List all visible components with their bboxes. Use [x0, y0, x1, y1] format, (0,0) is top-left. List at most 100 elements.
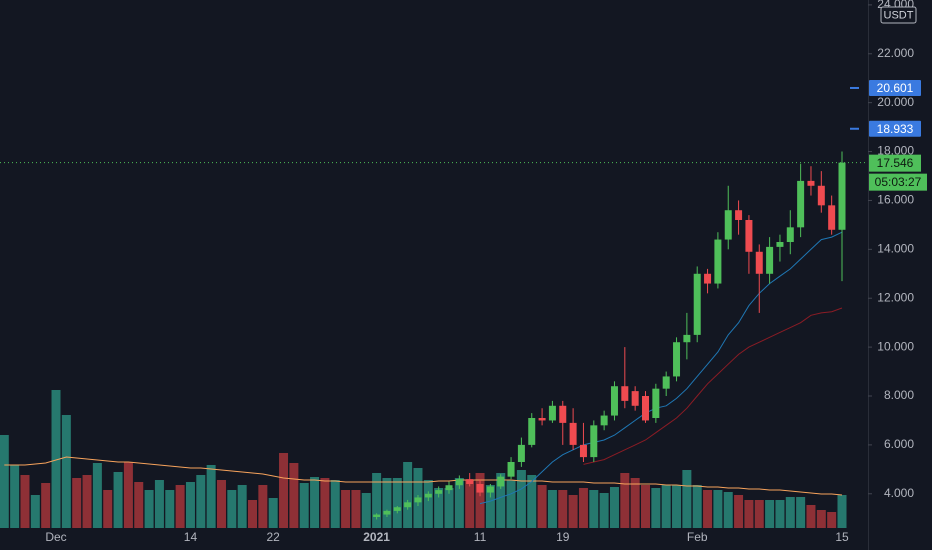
- volume-bar: [20, 475, 30, 528]
- volume-bar: [651, 488, 661, 528]
- volume-bar: [465, 480, 475, 528]
- volume-bar: [82, 475, 92, 528]
- volume-bar: [61, 415, 71, 528]
- candle-body: [579, 444, 587, 458]
- volume-bar: [51, 390, 61, 528]
- y-tick-label: 20.000: [877, 95, 914, 109]
- volume-bar: [30, 495, 40, 528]
- candle-body: [776, 242, 784, 247]
- candle-body: [662, 376, 670, 389]
- volume-bar: [361, 493, 371, 528]
- moving-average-line: [479, 231, 843, 505]
- x-tick-label: 2021: [363, 530, 390, 544]
- volume-bar: [134, 482, 144, 528]
- volume-bar: [537, 485, 547, 528]
- volume-bar: [279, 453, 289, 528]
- volume-bar: [92, 463, 102, 528]
- volume-bar: [516, 470, 526, 528]
- price-label-box: [869, 79, 921, 96]
- volume-bar: [485, 485, 495, 528]
- candle-body: [383, 510, 391, 515]
- volume-pane: [0, 390, 847, 528]
- volume-bar: [775, 500, 785, 528]
- candle-body: [797, 180, 805, 228]
- candle-body: [507, 462, 515, 477]
- countdown-box: [869, 173, 927, 191]
- volume-bar: [785, 497, 795, 528]
- volume-bar: [754, 500, 764, 528]
- x-tick-label: Dec: [45, 530, 66, 544]
- volume-bar: [734, 495, 744, 528]
- candle-body: [621, 386, 629, 401]
- volume-bar: [72, 478, 82, 528]
- candle-body: [476, 484, 484, 493]
- candle-body: [673, 342, 681, 377]
- candle-body: [631, 391, 639, 406]
- volume-bar: [713, 490, 723, 528]
- volume-bar: [558, 490, 568, 528]
- volume-bar: [527, 475, 537, 528]
- volume-bar: [227, 490, 237, 528]
- candle-body: [838, 162, 846, 230]
- volume-bar: [320, 478, 330, 528]
- y-tick-label: 14.000: [877, 242, 914, 256]
- volume-bar: [154, 480, 164, 528]
- moving-average-line: [583, 307, 843, 465]
- volume-bar: [0, 435, 9, 528]
- candle-body: [445, 485, 453, 491]
- y-tick-label: 16.000: [877, 193, 914, 207]
- volume-ma-line: [4, 456, 843, 496]
- volume-bar: [341, 490, 351, 528]
- volume-bar: [672, 485, 682, 528]
- price-label: 20.601: [877, 81, 914, 95]
- x-tick-label: Feb: [687, 530, 708, 544]
- currency-box: [880, 6, 917, 24]
- x-tick-label: 11: [474, 530, 487, 544]
- volume-bar: [123, 462, 133, 528]
- volume-bar: [403, 462, 413, 528]
- candle-body: [807, 180, 815, 186]
- candle-body: [569, 422, 577, 445]
- candle-body: [424, 493, 432, 498]
- candle-body: [497, 476, 505, 487]
- price-label: 18.933: [877, 122, 914, 136]
- x-tick-label: 22: [267, 530, 281, 544]
- candle-body: [414, 497, 422, 503]
- volume-bar: [382, 478, 392, 528]
- volume-bar: [496, 473, 506, 528]
- candle-body: [610, 386, 618, 416]
- y-tick-label: 4.000: [884, 486, 914, 500]
- candle-body: [714, 239, 722, 284]
- candle-body: [642, 396, 650, 421]
- candle-body: [373, 514, 381, 517]
- y-tick-label: 6.000: [884, 437, 914, 451]
- volume-bar: [806, 505, 816, 528]
- volume-bar: [661, 485, 671, 528]
- candle-body: [600, 415, 608, 426]
- volume-bar: [196, 475, 206, 528]
- volume-bar: [568, 495, 578, 528]
- countdown-label: 05:03:27: [875, 175, 922, 189]
- volume-bar: [206, 465, 216, 528]
- y-tick-label: 10.000: [877, 339, 914, 353]
- volume-bar: [765, 500, 775, 528]
- candle-body: [704, 273, 712, 284]
- volume-bar: [185, 482, 195, 528]
- volume-bar: [454, 478, 464, 528]
- volume-bar: [703, 490, 713, 528]
- volume-bar: [641, 485, 651, 528]
- volume-bar: [475, 473, 485, 528]
- volume-bar: [630, 478, 640, 528]
- candle-body: [548, 405, 556, 421]
- candle-body: [528, 418, 536, 445]
- volume-bar: [330, 480, 340, 528]
- volume-bar: [599, 493, 609, 528]
- candle-body: [683, 334, 691, 343]
- volume-bar: [289, 463, 299, 528]
- candle-body: [435, 490, 443, 494]
- y-tick-label: 24.000: [877, 0, 914, 11]
- y-tick-label: 22.000: [877, 46, 914, 60]
- volume-bar: [837, 495, 847, 528]
- last-price-label: 17.546: [877, 156, 914, 170]
- candle-body: [745, 220, 753, 252]
